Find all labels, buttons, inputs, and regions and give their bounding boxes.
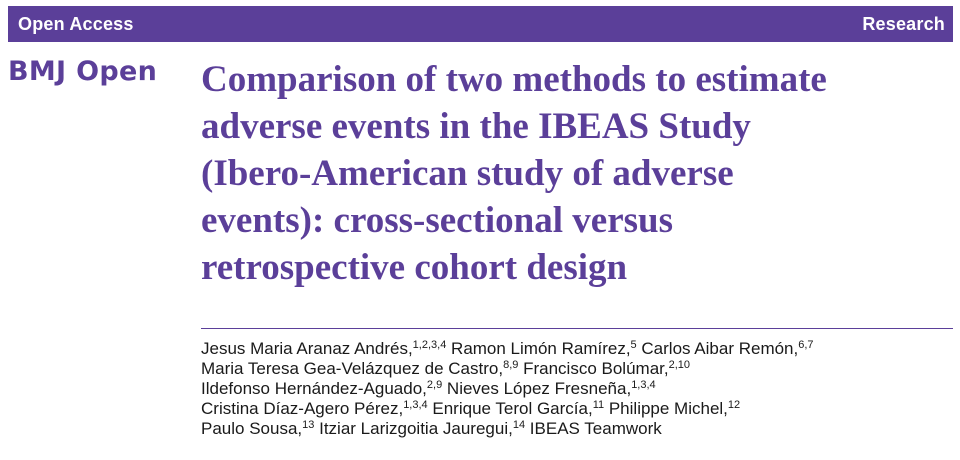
title-line: adverse events in the IBEAS Study bbox=[201, 106, 751, 147]
author-name: Cristina Díaz-Agero Pérez, bbox=[201, 399, 404, 418]
author-name: Itziar Larizgoitia Jauregui, bbox=[314, 419, 513, 438]
author-affiliation: 12 bbox=[727, 399, 741, 411]
author-affiliation: 11 bbox=[592, 399, 605, 411]
title-line: (Ibero-American study of adverse bbox=[201, 153, 734, 194]
author-affiliation: 13 bbox=[302, 419, 315, 431]
author-name: Jesus Maria Aranaz Andrés, bbox=[201, 339, 413, 358]
author-name: Nieves López Fresneña, bbox=[442, 379, 632, 398]
author-name: Maria Teresa Gea-Velázquez de Castro, bbox=[201, 359, 504, 378]
author-affiliation: 8,9 bbox=[503, 359, 519, 371]
author-line: Maria Teresa Gea-Velázquez de Castro,8,9… bbox=[201, 359, 953, 379]
author-list: Jesus Maria Aranaz Andrés,1,2,3,4 Ramon … bbox=[201, 339, 953, 439]
author-name: Philippe Michel, bbox=[604, 399, 728, 418]
author-affiliation: 6,7 bbox=[798, 339, 814, 351]
journal-name: BMJ Open bbox=[8, 56, 158, 87]
author-line: Ildefonso Hernández-Aguado,2,9 Nieves Ló… bbox=[201, 379, 953, 399]
author-name: IBEAS Teamwork bbox=[525, 419, 662, 438]
article-title: Comparison of two methods to estimate ad… bbox=[201, 56, 953, 291]
title-divider bbox=[201, 328, 953, 329]
title-line: Comparison of two methods to estimate bbox=[201, 59, 827, 100]
author-line: Paulo Sousa,13 Itziar Larizgoitia Jaureg… bbox=[201, 419, 953, 439]
author-line: Jesus Maria Aranaz Andrés,1,2,3,4 Ramon … bbox=[201, 339, 953, 359]
author-name: Ildefonso Hernández-Aguado, bbox=[201, 379, 427, 398]
author-affiliation: 1,3,4 bbox=[403, 399, 428, 411]
author-name: Enrique Terol García, bbox=[427, 399, 593, 418]
author-affiliation: 2,10 bbox=[668, 359, 691, 371]
author-name: Ramon Limón Ramírez, bbox=[446, 339, 631, 358]
author-affiliation: 1,3,4 bbox=[631, 379, 656, 391]
header-bar: Open Access Research bbox=[8, 6, 953, 42]
author-name: Carlos Aibar Remón, bbox=[636, 339, 799, 358]
author-line: Cristina Díaz-Agero Pérez,1,3,4 Enrique … bbox=[201, 399, 953, 419]
author-affiliation: 14 bbox=[512, 419, 526, 431]
open-access-label: Open Access bbox=[18, 13, 134, 34]
author-name: Paulo Sousa, bbox=[201, 419, 303, 438]
author-name: Francisco Bolúmar, bbox=[518, 359, 669, 378]
author-affiliation: 5 bbox=[630, 339, 637, 351]
article-type-label: Research bbox=[862, 13, 945, 34]
author-affiliation: 1,2,3,4 bbox=[412, 339, 447, 351]
author-affiliation: 2,9 bbox=[426, 379, 443, 391]
title-line: retrospective cohort design bbox=[201, 247, 628, 288]
title-line: events): cross-sectional versus bbox=[201, 200, 674, 241]
